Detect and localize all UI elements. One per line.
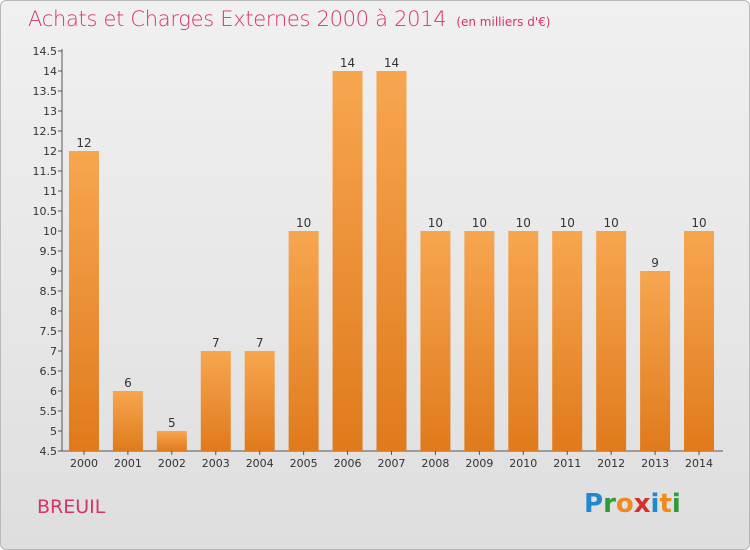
bar-value-label: 10 — [691, 216, 706, 230]
bar — [684, 231, 715, 451]
bar-value-label: 10 — [560, 216, 575, 230]
bar — [640, 271, 671, 451]
y-tick-label: 13 — [43, 105, 57, 118]
y-tick-label: 11.5 — [33, 165, 58, 178]
y-tick-label: 5.5 — [40, 405, 58, 418]
x-tick-label: 2011 — [553, 457, 581, 470]
y-tick-label: 14 — [43, 65, 57, 78]
bar-value-label: 10 — [428, 216, 443, 230]
y-tick-label: 8.5 — [40, 285, 58, 298]
y-tick-label: 5 — [50, 425, 57, 438]
bar — [68, 151, 99, 451]
bar — [420, 231, 451, 451]
x-tick-label: 2009 — [465, 457, 493, 470]
y-tick-label: 10.5 — [33, 205, 58, 218]
x-tick-label: 2013 — [641, 457, 669, 470]
x-tick-label: 2012 — [597, 457, 625, 470]
logo-letter: i — [671, 489, 681, 519]
y-tick-label: 6 — [50, 385, 57, 398]
bar-value-label: 14 — [340, 56, 355, 70]
bar-value-label: 10 — [604, 216, 619, 230]
y-tick-label: 11 — [43, 185, 57, 198]
bar-value-label: 7 — [212, 336, 220, 350]
bar — [200, 351, 231, 451]
logo-letter: i — [650, 489, 660, 519]
y-tick-label: 10 — [43, 225, 57, 238]
y-tick-label: 9.5 — [40, 245, 58, 258]
x-tick-label: 2000 — [70, 457, 98, 470]
x-tick-label: 2010 — [509, 457, 537, 470]
x-tick-label: 2005 — [290, 457, 318, 470]
bar — [508, 231, 539, 451]
y-tick-label: 7.5 — [40, 325, 58, 338]
y-tick-label: 7 — [50, 345, 57, 358]
logo-letter: t — [659, 489, 672, 519]
x-tick-label: 2004 — [246, 457, 274, 470]
y-tick-label: 9 — [50, 265, 57, 278]
x-tick-label: 2008 — [421, 457, 449, 470]
x-tick-label: 2006 — [334, 457, 362, 470]
bar — [244, 351, 275, 451]
chart-title-text: Achats et Charges Externes 2000 à 2014 — [28, 7, 447, 31]
logo-letter: r — [603, 489, 616, 519]
bar-value-label: 6 — [124, 376, 132, 390]
x-tick-label: 2002 — [158, 457, 186, 470]
logo-letter: o — [615, 489, 634, 519]
bar-value-label: 5 — [168, 416, 176, 430]
bar — [464, 231, 495, 451]
bar-value-label: 10 — [516, 216, 531, 230]
bar — [112, 391, 143, 451]
bar — [332, 71, 363, 451]
x-tick-label: 2001 — [114, 457, 142, 470]
y-tick-label: 6.5 — [40, 365, 58, 378]
y-tick-label: 12 — [43, 145, 57, 158]
chart-title: Achats et Charges Externes 2000 à 2014 (e… — [28, 7, 550, 31]
bar-value-label: 10 — [472, 216, 487, 230]
bar-value-label: 9 — [651, 256, 659, 270]
bar — [156, 431, 187, 451]
y-tick-label: 8 — [50, 305, 57, 318]
bar-value-label: 7 — [256, 336, 264, 350]
y-tick-label: 14.5 — [33, 45, 58, 58]
bar-value-label: 10 — [296, 216, 311, 230]
y-tick-label: 12.5 — [33, 125, 58, 138]
y-tick-label: 13.5 — [33, 85, 58, 98]
x-tick-label: 2007 — [378, 457, 406, 470]
x-tick-label: 2003 — [202, 457, 230, 470]
bar — [288, 231, 319, 451]
logo-letter: x — [633, 489, 651, 519]
bar-value-label: 14 — [384, 56, 399, 70]
bar — [376, 71, 407, 451]
x-tick-label: 2014 — [685, 457, 713, 470]
bar — [552, 231, 583, 451]
proxiti-logo[interactable]: Proxiti — [584, 489, 681, 519]
bar-value-label: 12 — [76, 136, 91, 150]
chart-unit: (en milliers d'€) — [456, 15, 551, 29]
y-tick-label: 4.5 — [40, 445, 58, 458]
bar — [596, 231, 627, 451]
commune-name: BREUIL — [37, 496, 106, 518]
logo-letter: P — [584, 489, 604, 519]
